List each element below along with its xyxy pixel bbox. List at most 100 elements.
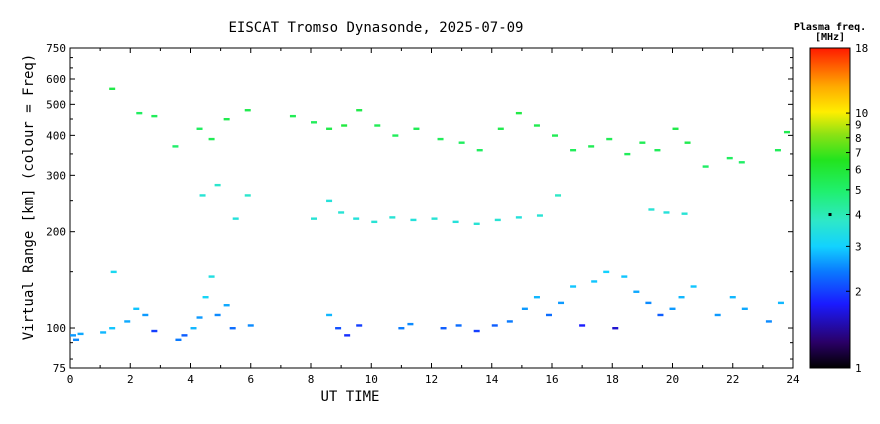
data-point [223, 304, 230, 307]
y-axis-label: Virtual Range [km] (colour = Freq) [21, 54, 37, 341]
data-point [175, 338, 182, 342]
data-point [657, 313, 664, 317]
plot-frame [69, 47, 794, 369]
colorbar-marker [828, 213, 832, 217]
data-point [410, 218, 417, 222]
x-tick-label: 12 [425, 373, 438, 386]
data-point [654, 149, 661, 152]
data-point [681, 212, 688, 215]
data-point [70, 334, 77, 337]
data-point [521, 307, 528, 310]
colorbar-unit: [MHz] [815, 32, 845, 43]
data-point [229, 327, 236, 330]
data-point [181, 334, 188, 337]
data-point [639, 141, 646, 144]
colorbar-tick-label: 2 [855, 285, 862, 298]
colorbar [809, 47, 851, 369]
data-point [669, 307, 676, 310]
data-point [133, 307, 140, 310]
y-tick-label: 75 [53, 362, 66, 375]
data-point [172, 145, 179, 148]
x-axis-label: UT TIME [320, 389, 379, 405]
data-point [371, 220, 378, 224]
data-point [774, 149, 781, 152]
data-point [633, 290, 640, 293]
colorbar-tick-label: 1 [855, 362, 862, 375]
data-point [455, 324, 462, 327]
y-tick-label: 500 [46, 98, 66, 111]
data-point [684, 141, 691, 144]
data-point [437, 137, 444, 141]
data-point [202, 296, 209, 299]
chart-title: EISCAT Tromso Dynasonde, 2025-07-09 [228, 20, 523, 36]
x-tick-label: 18 [606, 373, 619, 386]
colorbar-tick-label: 7 [855, 147, 862, 160]
data-point [536, 214, 543, 217]
data-point [533, 296, 540, 299]
y-tick-label: 400 [46, 129, 66, 142]
data-point [326, 313, 333, 317]
data-point [374, 124, 381, 127]
data-point [244, 194, 251, 197]
data-point [726, 156, 733, 160]
data-point [458, 141, 465, 144]
colorbar-tick-label: 8 [855, 132, 862, 145]
data-point [545, 313, 552, 317]
data-point [223, 117, 230, 121]
data-point [473, 222, 480, 225]
colorbar-title: Plasma freq. [794, 22, 866, 33]
data-point [702, 165, 709, 168]
data-point [151, 329, 158, 333]
data-point [738, 161, 745, 164]
data-point [570, 285, 577, 288]
data-point [311, 121, 318, 124]
x-tick-label: 24 [786, 373, 800, 386]
data-point [356, 109, 363, 112]
x-tick-label: 4 [187, 373, 194, 386]
x-tick-label: 20 [666, 373, 679, 386]
data-point [389, 216, 396, 219]
data-point [491, 324, 498, 327]
data-point [196, 127, 203, 130]
data-point [398, 327, 405, 330]
data-point [326, 127, 333, 130]
colorbar-tick-label: 9 [855, 119, 862, 132]
data-point [533, 124, 540, 127]
data-point [392, 134, 399, 137]
data-point [311, 217, 318, 220]
data-point [624, 152, 631, 156]
data-point [621, 275, 628, 278]
data-point [591, 280, 598, 283]
data-point [690, 285, 697, 288]
data-point [344, 334, 351, 337]
data-point [497, 127, 504, 130]
x-tick-label: 2 [127, 373, 134, 386]
colorbar-tick-label: 10 [855, 107, 868, 120]
data-point [579, 324, 586, 327]
data-point [558, 301, 565, 305]
y-tick-label: 100 [46, 322, 66, 335]
data-point [100, 331, 107, 334]
data-point [476, 149, 483, 152]
data-point [570, 149, 577, 152]
x-tick-label: 16 [545, 373, 558, 386]
data-point [335, 327, 342, 330]
data-point [741, 307, 748, 310]
colorbar-tick-label: 3 [855, 240, 862, 253]
data-point [783, 130, 790, 134]
data-point [413, 127, 420, 130]
data-point [729, 296, 736, 299]
data-point [473, 329, 480, 333]
data-point [124, 320, 131, 323]
data-point [663, 211, 670, 214]
data-point [353, 217, 360, 220]
data-point [612, 327, 619, 330]
data-point [407, 322, 414, 326]
data-point [555, 194, 562, 197]
data-point [142, 313, 149, 317]
data-point [151, 114, 158, 118]
data-point [190, 327, 197, 330]
data-point [208, 137, 215, 141]
data-point [714, 313, 721, 317]
